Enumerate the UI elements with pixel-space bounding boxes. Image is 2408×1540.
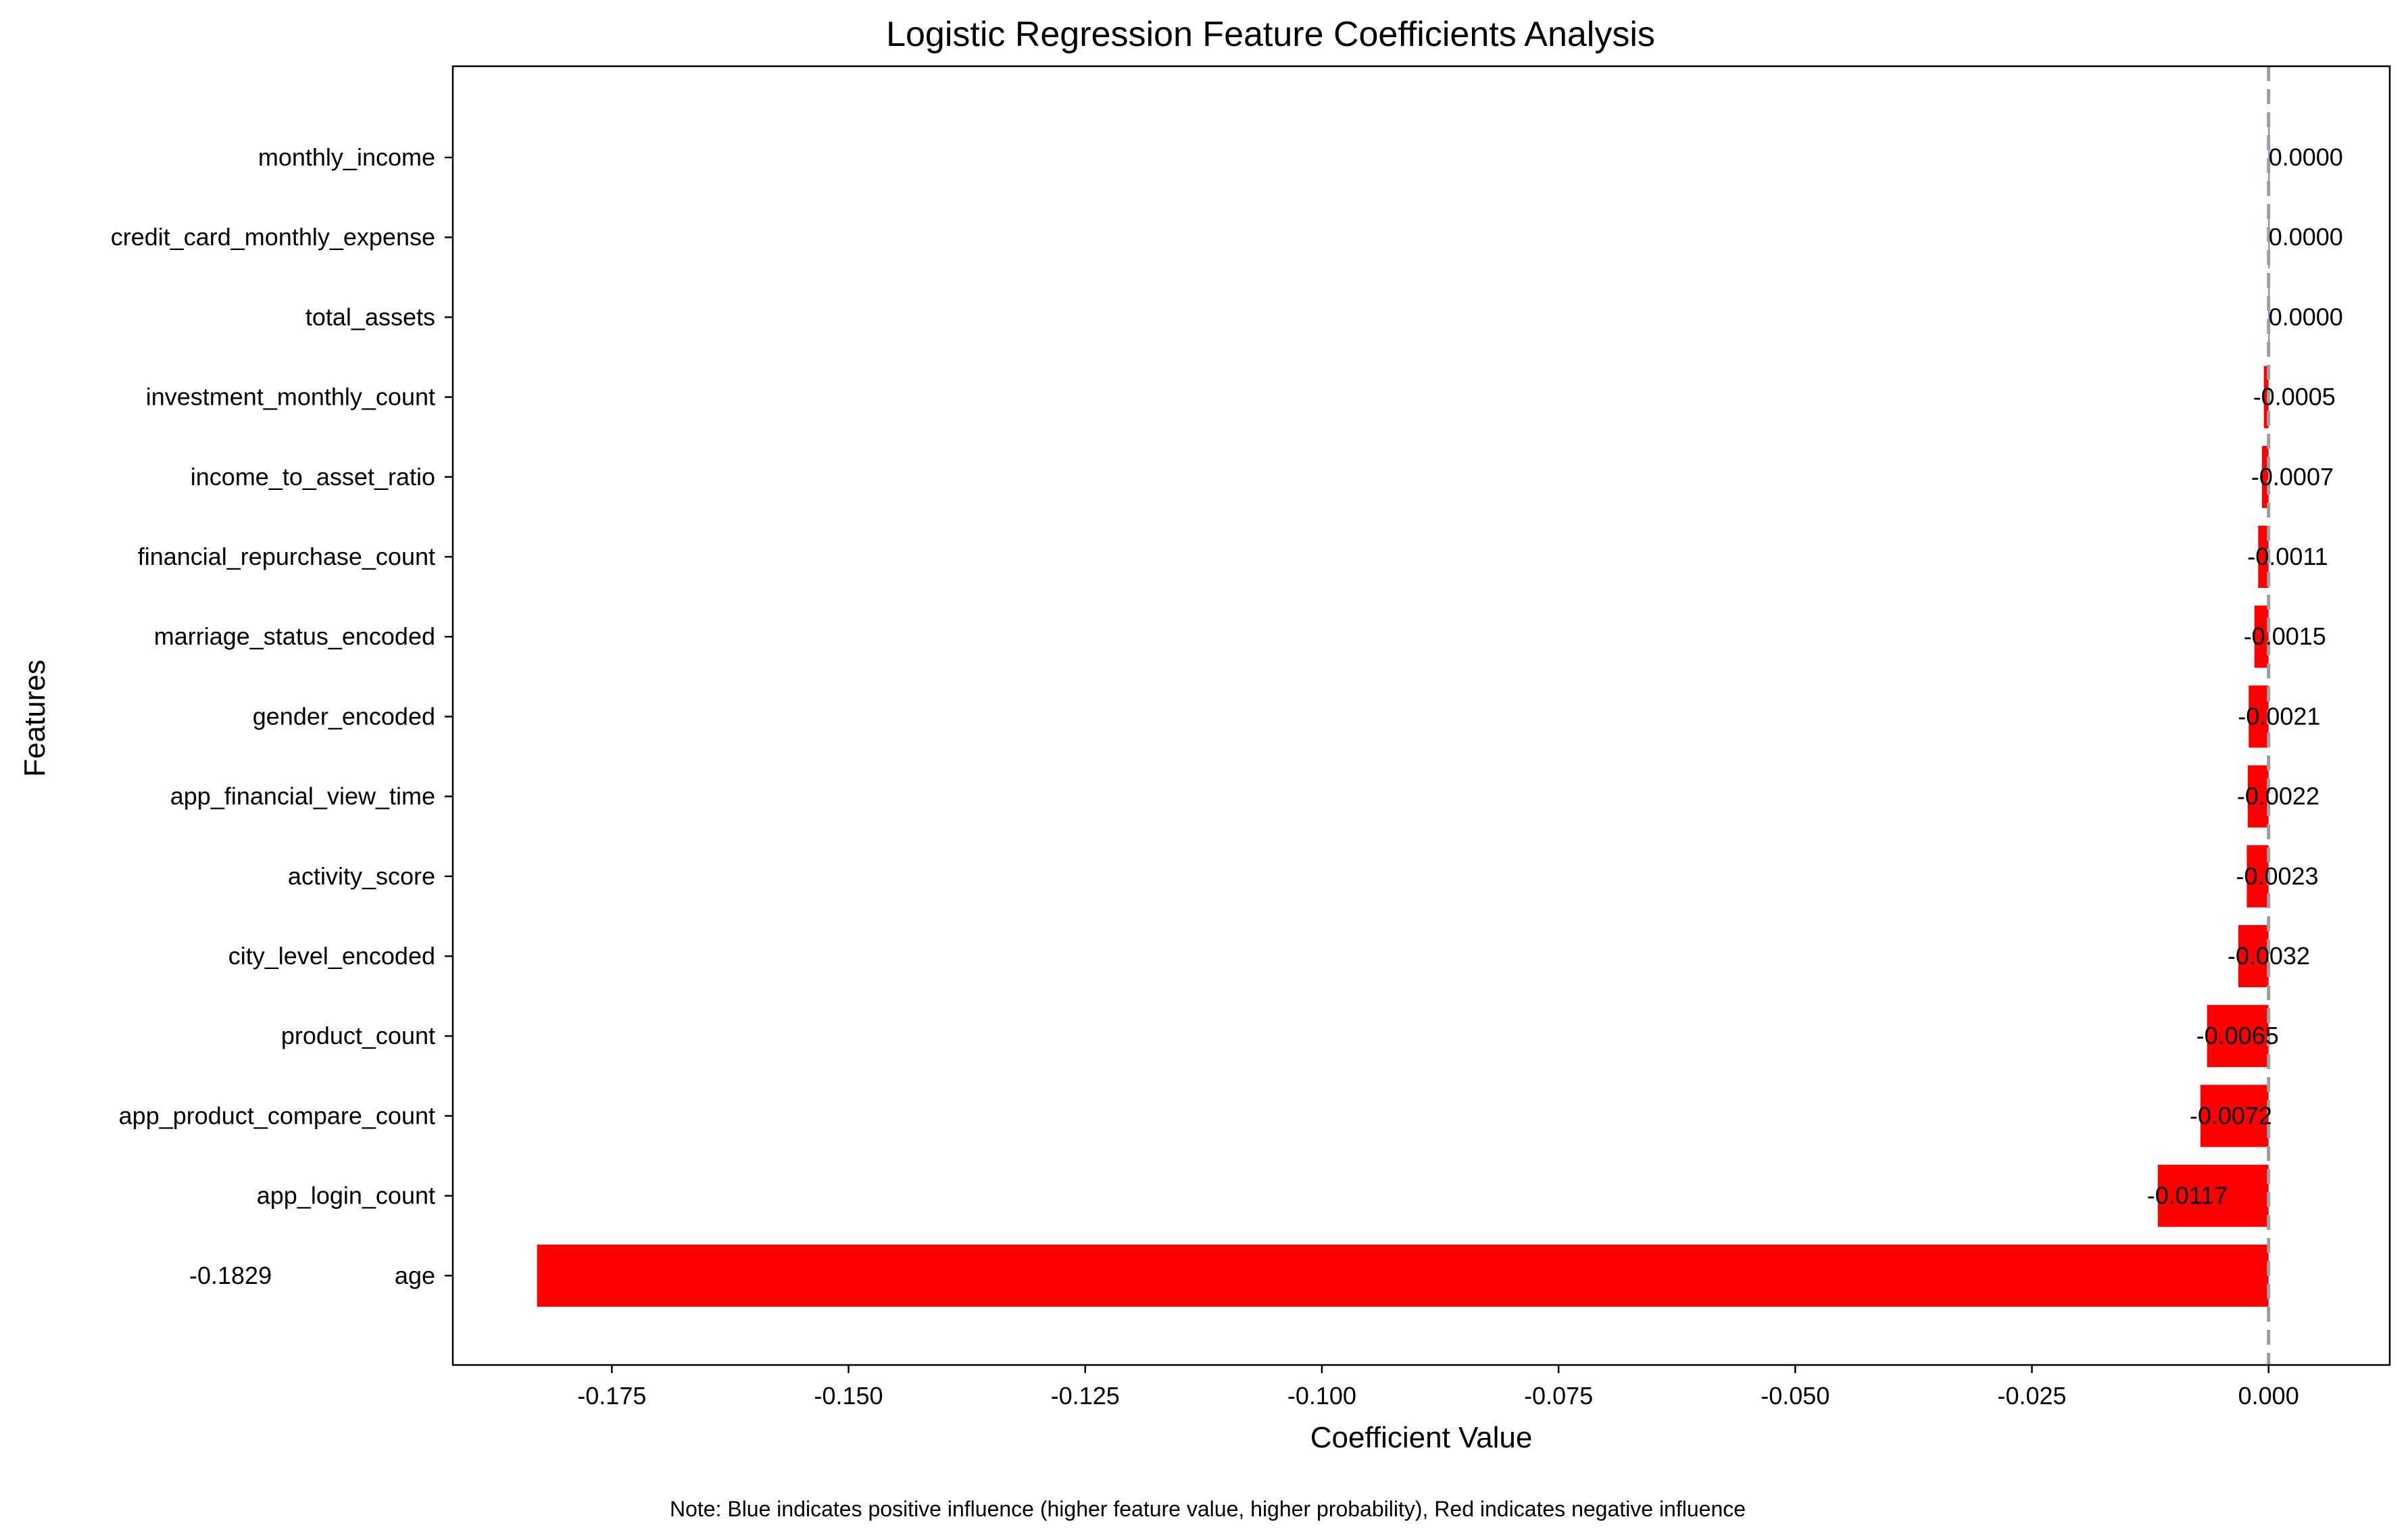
y-tick-label: investment_monthly_count — [146, 383, 435, 411]
data-label: -0.0072 — [2190, 1101, 2272, 1129]
data-label: -0.0015 — [2244, 622, 2326, 650]
data-label: -0.1829 — [189, 1262, 272, 1289]
y-tick-label: financial_repurchase_count — [138, 543, 435, 570]
y-tick-label: activity_score — [288, 862, 435, 890]
x-tick-label: -0.175 — [577, 1382, 646, 1410]
x-tick-label: -0.050 — [1761, 1382, 1829, 1410]
y-tick-label: monthly_income — [258, 143, 435, 171]
bar — [2200, 1085, 2269, 1147]
y-tick-label: marriage_status_encoded — [154, 622, 435, 650]
bar — [2246, 845, 2269, 908]
x-tick-label: -0.100 — [1287, 1382, 1356, 1410]
data-labels-group: 0.0000 0.0000 0.0000 -0.0005 -0.0007 -0.0011 -… — [189, 143, 2343, 1289]
data-label: -0.0007 — [2251, 463, 2334, 491]
bars-group — [537, 126, 2269, 1307]
data-label: -0.0022 — [2237, 783, 2319, 810]
y-axis-label: Features — [18, 660, 51, 777]
x-axis-label: Coefficient Value — [1310, 1421, 1533, 1454]
y-tick-label: income_to_asset_ratio — [191, 463, 435, 491]
bar — [2157, 1164, 2269, 1227]
y-tick-label: app_financial_view_time — [170, 783, 435, 810]
y-axis-ticks: monthly_income credit_card_monthly_expens… — [111, 143, 453, 1289]
data-label: -0.0023 — [2236, 862, 2318, 890]
bar — [2261, 445, 2269, 508]
y-tick-label: app_login_count — [257, 1182, 435, 1210]
bar — [2254, 605, 2269, 668]
data-label: -0.0005 — [2253, 383, 2336, 411]
bar — [2263, 366, 2269, 428]
x-tick-label: -0.125 — [1051, 1382, 1120, 1410]
data-label: -0.0065 — [2196, 1022, 2279, 1049]
y-tick-label: gender_encoded — [253, 702, 435, 730]
y-tick-label: product_count — [281, 1022, 435, 1049]
data-label: 0.0000 — [2269, 303, 2343, 330]
bar — [537, 1244, 2269, 1307]
bar — [2258, 526, 2269, 588]
footnote: Note: Blue indicates positive influence … — [670, 1497, 1746, 1521]
bar — [2238, 925, 2269, 987]
x-tick-label: -0.150 — [814, 1382, 883, 1410]
x-axis-ticks: -0.175 -0.150 -0.125 -0.100 -0.075 -0.050 -0.0… — [577, 1365, 2299, 1410]
y-tick-label: app_product_compare_count — [119, 1101, 435, 1129]
x-tick-label: 0.000 — [2238, 1382, 2299, 1410]
bar — [2249, 685, 2269, 748]
data-label: -0.0021 — [2238, 702, 2320, 730]
chart-title: Logistic Regression Feature Coefficients… — [886, 15, 1655, 54]
data-label: 0.0000 — [2269, 223, 2343, 251]
data-label: -0.0032 — [2228, 942, 2310, 970]
y-tick-label: total_assets — [305, 303, 435, 330]
data-label: 0.0000 — [2269, 143, 2343, 171]
y-tick-label: city_level_encoded — [228, 942, 435, 970]
plot-frame — [451, 65, 2391, 1366]
x-tick-label: -0.025 — [1997, 1382, 2066, 1410]
data-label: -0.0117 — [2147, 1182, 2228, 1210]
y-tick-label: credit_card_monthly_expense — [111, 223, 435, 251]
y-tick-label: age — [395, 1262, 435, 1289]
data-label: -0.0011 — [2247, 543, 2328, 570]
bar — [2247, 765, 2269, 828]
x-tick-label: -0.075 — [1524, 1382, 1593, 1410]
bar — [2207, 1005, 2269, 1068]
